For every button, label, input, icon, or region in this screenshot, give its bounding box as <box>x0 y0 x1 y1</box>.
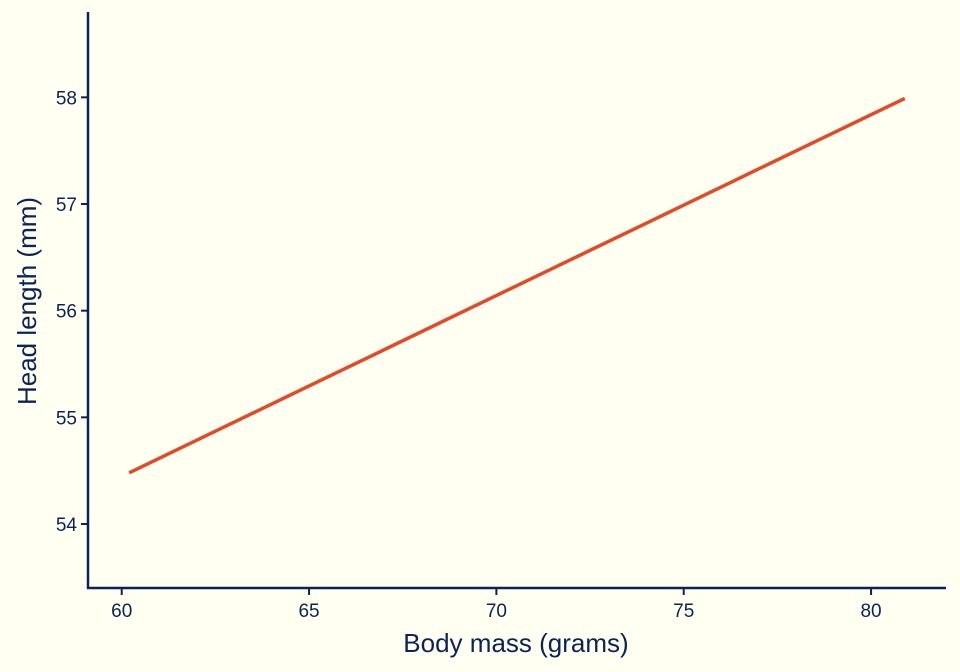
y-tick-label: 58 <box>56 88 77 109</box>
x-axis-title: Body mass (grams) <box>403 628 628 658</box>
axes <box>86 12 946 590</box>
x-tick-label: 80 <box>860 601 881 622</box>
x-axis-ticks: 60 65 70 75 80 <box>111 588 882 622</box>
x-tick-label: 60 <box>111 601 132 622</box>
y-axis-ticks: 54 55 56 57 58 <box>56 88 88 536</box>
series-line <box>128 96 906 475</box>
y-tick-label: 54 <box>56 515 78 536</box>
series-layer <box>128 96 906 475</box>
y-axis-title: Head length (mm) <box>12 197 42 405</box>
y-tick-label: 55 <box>56 408 77 429</box>
x-tick-label: 75 <box>673 601 694 622</box>
x-tick-label: 70 <box>486 601 507 622</box>
x-tick-label: 65 <box>298 601 319 622</box>
y-tick-label: 57 <box>56 195 77 216</box>
y-tick-label: 56 <box>56 302 77 323</box>
